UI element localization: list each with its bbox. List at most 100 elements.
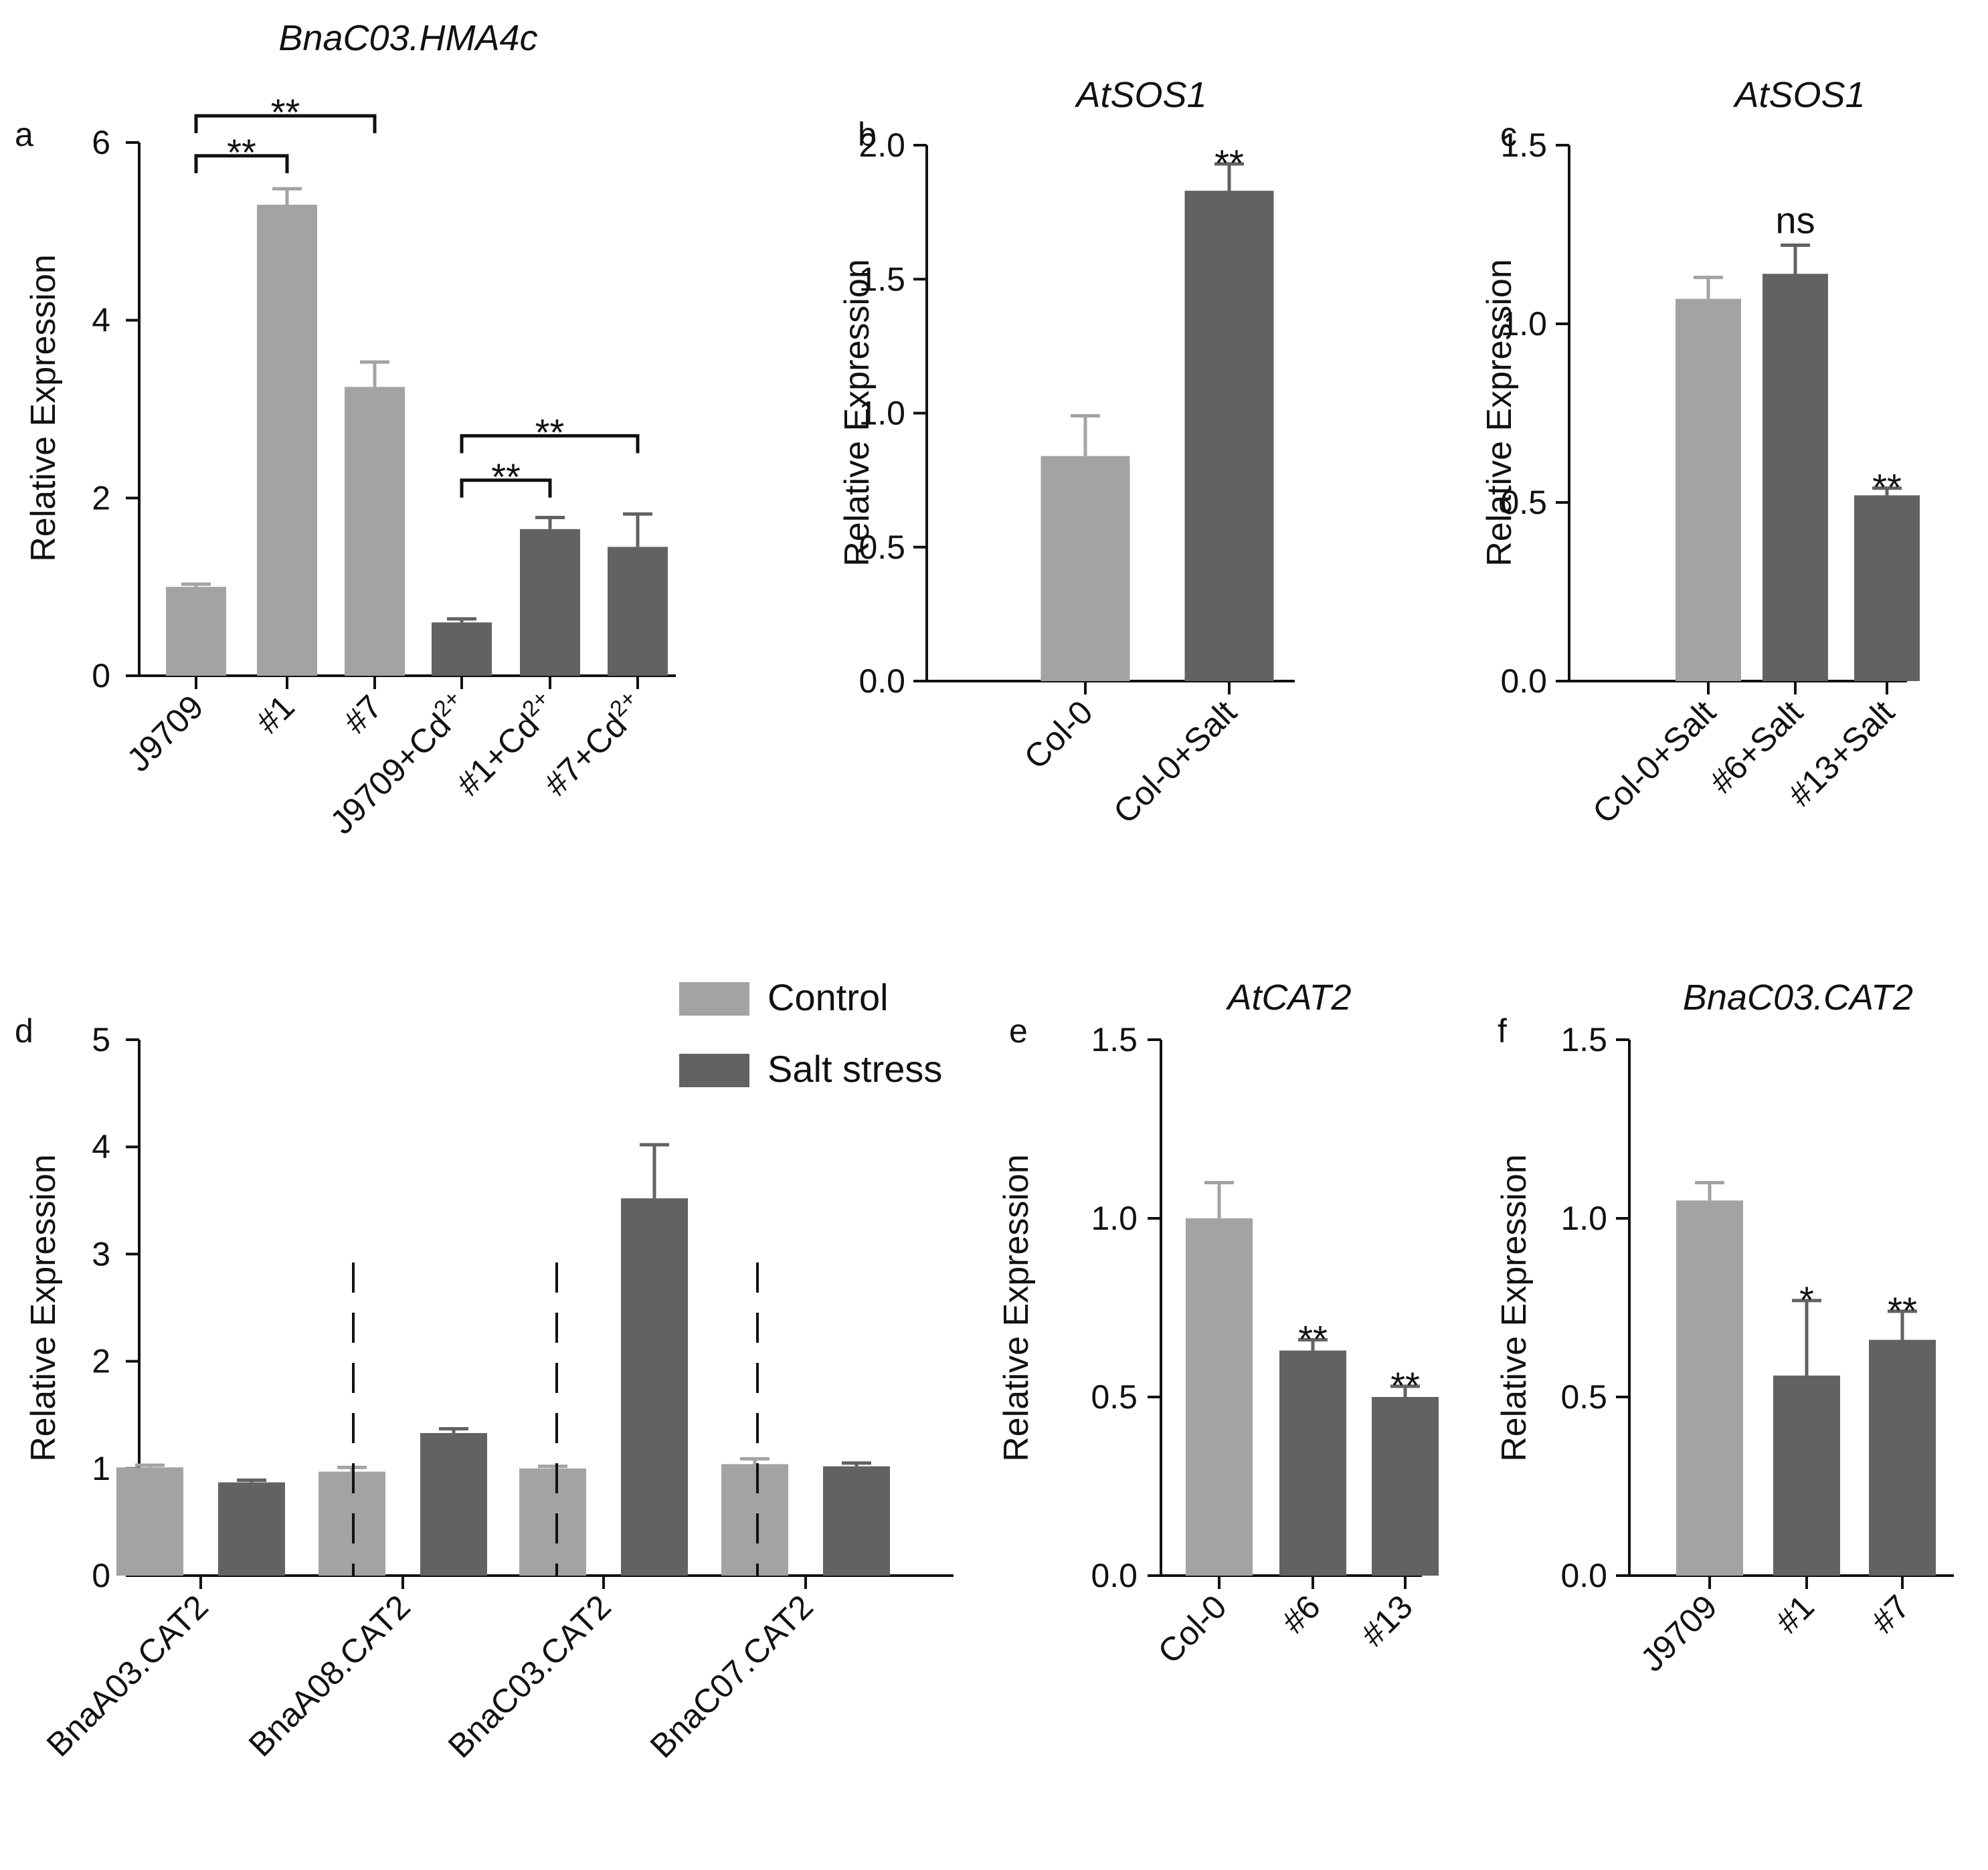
y-tick-label: 2 [92, 1343, 110, 1380]
x-category-base: #1 [249, 688, 302, 741]
significance-label: ** [491, 456, 521, 498]
bar-treatment [432, 622, 492, 676]
x-category-base: Col-0 [1151, 1588, 1234, 1671]
y-tick-label: 1.0 [859, 395, 905, 432]
y-tick-label: 1.0 [1560, 1200, 1607, 1237]
significance-bracket [194, 114, 377, 134]
legend-swatch-treatment [679, 1054, 749, 1087]
y-tick-label: 0.5 [1091, 1378, 1138, 1416]
legend-label: Control [767, 976, 889, 1018]
y-axis-label: Relative Expression [838, 259, 877, 567]
y-tick-label: 5 [92, 1021, 110, 1058]
panel-letter: c [1500, 116, 1517, 153]
bar-control [1041, 456, 1130, 681]
bar-control [166, 587, 226, 676]
y-tick-label: 0.0 [1091, 1557, 1138, 1594]
bar-control [1676, 298, 1741, 681]
y-axis-label: Relative Expression [1495, 1154, 1534, 1462]
x-category-label: #1 [1769, 1588, 1821, 1641]
panel-b: 0.0 0.5 1.0 1.5 2.0 Relative Expression b AtSOS… [838, 75, 1295, 831]
bar-treatment [1372, 1397, 1439, 1576]
x-category-label: J9709 [1633, 1588, 1724, 1679]
bar-treatment [1763, 274, 1828, 681]
x-category-base: #1+Cd [450, 707, 547, 804]
x-category-label: #1 [249, 688, 302, 741]
y-axis-label: Relative Expression [997, 1154, 1036, 1462]
y-tick-label: 1 [92, 1450, 110, 1487]
x-category-base: BnaC07.CAT2 [643, 1588, 820, 1765]
y-tick-label: 2.0 [859, 126, 905, 164]
significance-label: ** [227, 131, 256, 173]
significance-label: ns [1775, 199, 1815, 242]
bar-treatment [1184, 191, 1274, 682]
chart-title: AtCAT2 [1225, 977, 1351, 1018]
x-category-base: J9709+Cd [323, 707, 458, 842]
y-tick-label: 0.5 [859, 529, 905, 566]
bar-treatment [1279, 1350, 1346, 1576]
y-tick-label: 1.5 [1500, 126, 1547, 164]
y-tick-label: 6 [92, 124, 110, 161]
bar-treatment [608, 547, 668, 676]
x-category-base: J9709 [120, 688, 211, 779]
x-category-base: #6 [1275, 1588, 1328, 1641]
panel-c: 0.0 0.5 1.0 1.5 Relative Expression c AtSOS1 Co… [1480, 75, 1920, 831]
significance-label: ** [535, 411, 565, 453]
x-category-label: BnaA08.CAT2 [242, 1588, 418, 1764]
significance-bracket [194, 154, 289, 173]
significance-label: ** [1298, 1318, 1328, 1360]
y-tick-label: 1.0 [1091, 1200, 1138, 1237]
x-category-base: BnaA08.CAT2 [242, 1588, 418, 1764]
bar-treatment [420, 1432, 487, 1576]
x-category-label: #7 [1864, 1588, 1917, 1641]
bar-treatment [1773, 1375, 1840, 1576]
chart-title: AtSOS1 [1732, 75, 1865, 115]
bar-treatment [520, 529, 580, 676]
panel-a: 0 2 4 6 Relative Expression a BnaC03.HMA4c J970… [15, 18, 676, 841]
x-category-base: BnaA03.CAT2 [39, 1588, 215, 1764]
y-tick-label: 0.0 [1560, 1557, 1607, 1594]
x-category-base: Col-0+Salt [1585, 693, 1723, 831]
y-tick-label: 2 [92, 479, 110, 517]
bar-treatment [1869, 1339, 1936, 1576]
x-category-base: Col-0+Salt [1106, 693, 1244, 831]
bar-control [519, 1468, 586, 1576]
chart-title: BnaC03.HMA4c [278, 18, 537, 58]
significance-bracket [460, 434, 640, 454]
y-tick-label: 1.5 [859, 260, 905, 298]
y-axis-label: Relative Expression [1480, 259, 1519, 567]
x-category-base: #7 [1864, 1588, 1917, 1641]
y-tick-label: 3 [92, 1235, 110, 1273]
bar-treatment [823, 1466, 890, 1576]
panel-e: 0.0 0.5 1.0 1.5 Relative Expression e AtCAT2 Co… [997, 977, 1439, 1671]
y-tick-label: 1.0 [1500, 305, 1547, 343]
x-category-label: BnaA03.CAT2 [39, 1588, 215, 1764]
x-category-label: Col-0 [1151, 1588, 1234, 1671]
bar-control [257, 204, 317, 676]
y-tick-label: 4 [92, 302, 110, 339]
x-category-base: #7+Cd [537, 707, 634, 804]
y-axis-label: Relative Expression [24, 1154, 63, 1462]
bar-control [345, 387, 405, 676]
bar-control [116, 1467, 183, 1576]
x-category-base: #13 [1354, 1588, 1420, 1654]
panel-letter: d [15, 1012, 33, 1050]
significance-label: ** [1390, 1364, 1420, 1406]
panel-f: 0.0 0.5 1.0 1.5 Relative Expression f BnaC03.C… [1495, 977, 1954, 1679]
legend-swatch-control [679, 982, 749, 1016]
x-category-label: #13 [1354, 1588, 1420, 1654]
bar-control [721, 1464, 788, 1576]
x-category-base: BnaC03.CAT2 [441, 1588, 618, 1765]
x-category-label: Col-0 [1017, 693, 1100, 776]
x-category-base: J9709 [1633, 1588, 1724, 1679]
panel-letter: f [1498, 1012, 1507, 1050]
panel-letter: e [1009, 1012, 1028, 1050]
bar-treatment [621, 1198, 688, 1576]
x-category-base: Col-0 [1017, 693, 1100, 776]
significance-label: * [1799, 1279, 1814, 1321]
x-category-label: J9709 [120, 688, 211, 779]
bar-treatment [1854, 495, 1920, 681]
y-tick-label: 0 [92, 657, 110, 694]
significance-label: ** [271, 91, 300, 133]
